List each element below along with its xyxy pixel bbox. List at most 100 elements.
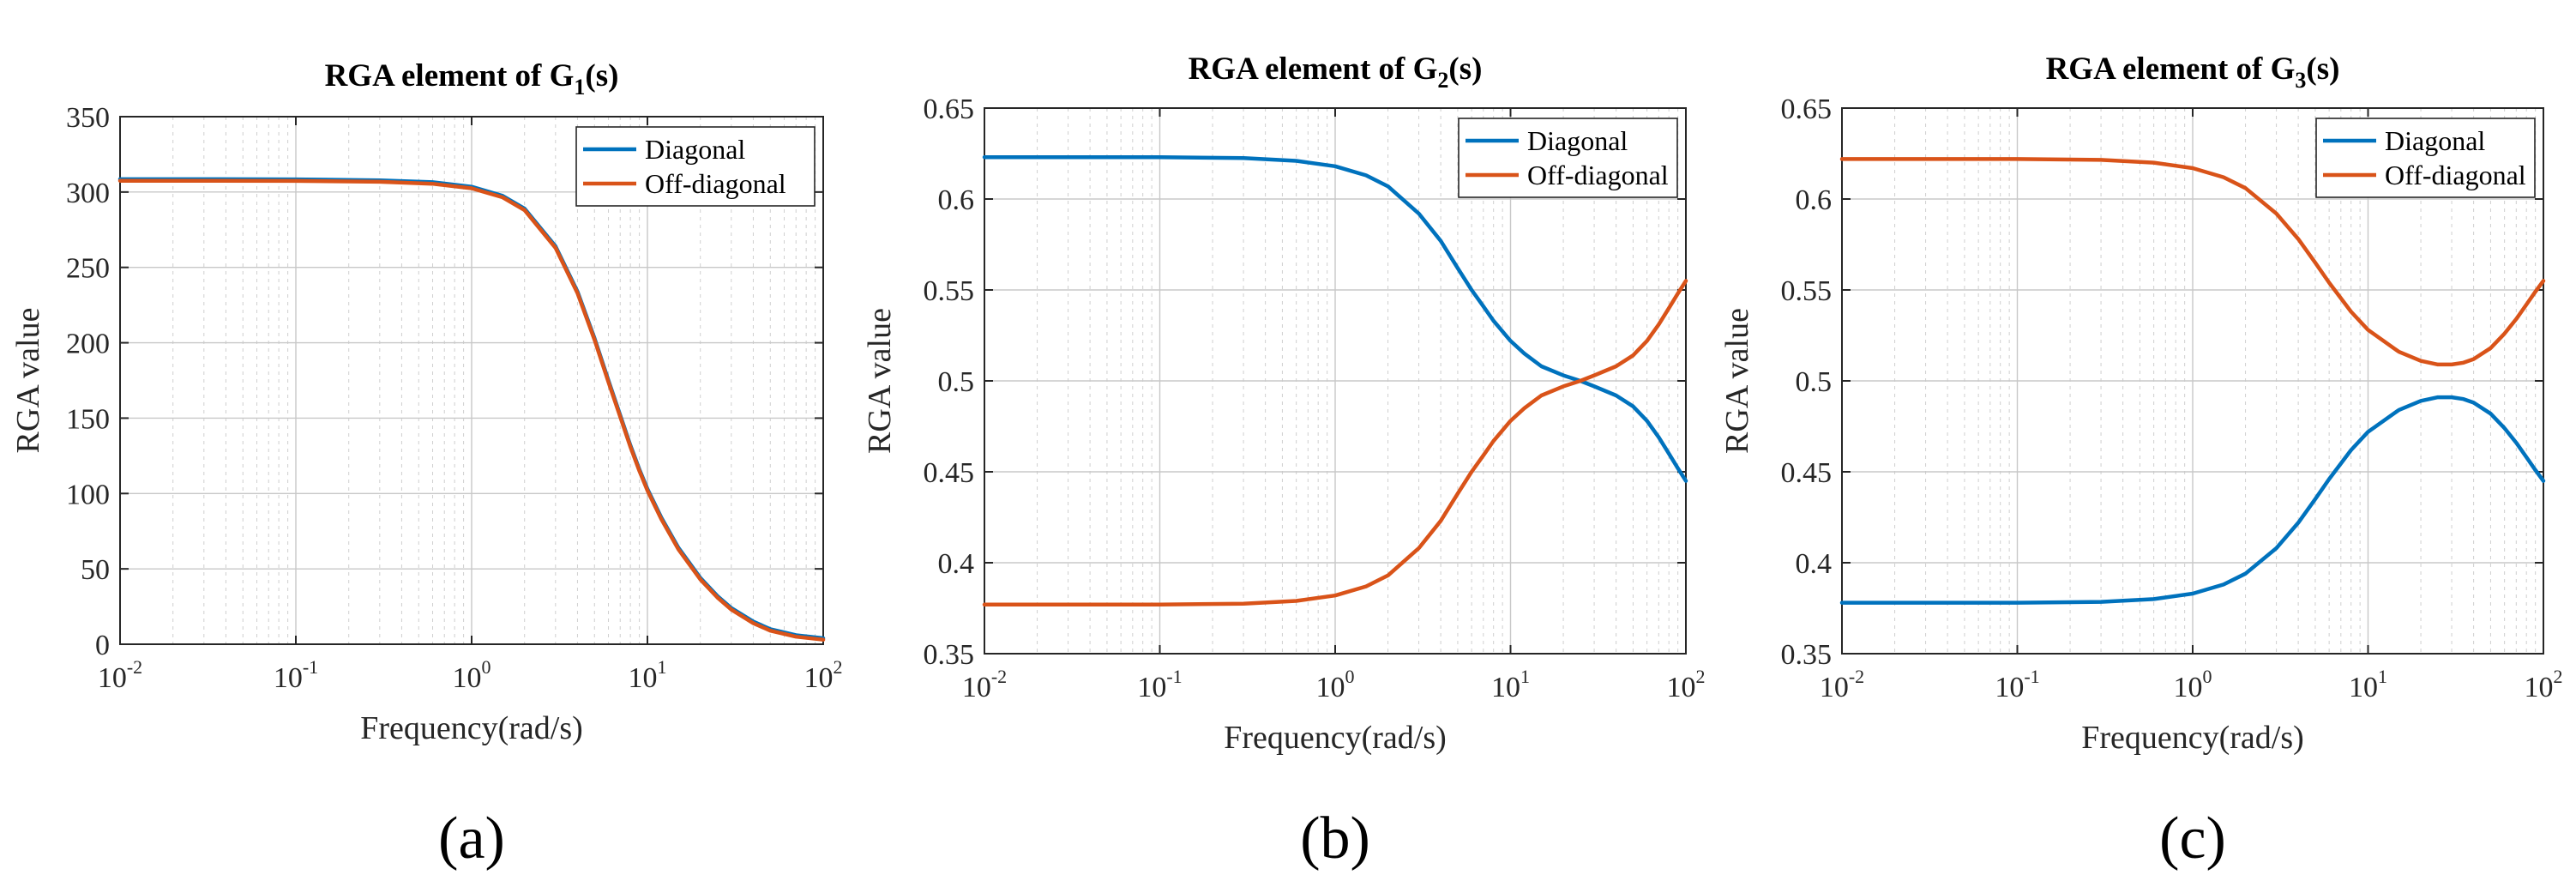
chart-title-tail: (s) — [585, 58, 618, 94]
chart-title-main: RGA element of G — [2046, 51, 2296, 87]
y-tick-label: 0.4 — [938, 548, 975, 580]
x-tick-base: 10 — [2349, 672, 2378, 703]
x-tick-exponent: 0 — [482, 656, 491, 678]
panel-label: (b) — [1300, 806, 1370, 872]
chart-panel-1: 10-2 10-1 100 101 102050100150200250300350RG… — [10, 58, 843, 872]
x-tick-exponent: 2 — [834, 656, 843, 678]
x-tick-label: 101 — [2349, 666, 2387, 703]
x-tick-label: 101 — [1491, 666, 1530, 703]
series-line-off-diagonal — [117, 178, 826, 642]
y-tick-label: 0.65 — [1781, 94, 1833, 125]
y-tick-label: 0.4 — [1796, 548, 1833, 580]
y-tick-label: 0.55 — [924, 275, 975, 307]
x-tick-base: 10 — [274, 662, 303, 694]
chart-title-tail: (s) — [1448, 51, 1482, 87]
y-tick-label: 100 — [66, 479, 110, 510]
x-tick-exponent: -2 — [127, 656, 142, 678]
x-tick-base: 10 — [1667, 672, 1696, 703]
x-tick-exponent: 1 — [658, 656, 667, 678]
x-tick-label: 10-1 — [1137, 666, 1182, 703]
chart-title-subscript: 2 — [1437, 68, 1448, 93]
y-tick-label: 0.6 — [938, 184, 975, 216]
y-tick-label: 0 — [95, 630, 110, 661]
y-tick-label: 350 — [66, 102, 110, 134]
y-axis-label: RGA value — [10, 308, 46, 454]
x-tick-base: 10 — [1820, 672, 1849, 703]
chart-title-subscript: 3 — [2295, 68, 2306, 93]
y-tick-label: 0.5 — [938, 366, 975, 398]
x-tick-label: 100 — [1316, 666, 1355, 703]
chart-title-subscript: 1 — [574, 75, 585, 100]
y-tick-label: 300 — [66, 178, 110, 209]
y-tick-label: 150 — [66, 403, 110, 435]
x-tick-label: 100 — [453, 656, 491, 694]
series-line-off-diagonal — [982, 279, 1688, 607]
x-tick-base: 10 — [2174, 672, 2203, 703]
x-axis-label: Frequency(rad/s) — [360, 710, 583, 746]
x-tick-label: 10-1 — [1995, 666, 2039, 703]
legend: Diagonal Off-diagonal — [2315, 118, 2536, 198]
x-tick-label: 102 — [2525, 666, 2563, 703]
y-axis-label: RGA value — [862, 308, 898, 454]
panel-label: (a) — [438, 806, 505, 872]
series-line-off-diagonal — [1839, 157, 2546, 367]
y-tick-label: 0.45 — [1781, 457, 1833, 489]
series-line-diagonal — [982, 154, 1688, 483]
x-tick-label: 10-2 — [962, 666, 1007, 703]
x-tick-exponent: 2 — [1696, 666, 1706, 687]
legend-entry: Diagonal — [2385, 125, 2485, 156]
x-tick-label: 102 — [1667, 666, 1706, 703]
legend-box — [2315, 118, 2536, 198]
chart-title-main: RGA element of G — [1189, 51, 1438, 87]
x-axis-label: Frequency(rad/s) — [2081, 720, 2304, 756]
y-tick-label: 0.5 — [1796, 366, 1833, 398]
x-tick-exponent: 1 — [1520, 666, 1530, 687]
chart-title-main: RGA element of G — [325, 58, 575, 94]
y-tick-label: 50 — [81, 554, 110, 586]
x-tick-base: 10 — [1491, 672, 1520, 703]
chart-panel-2: 10-2 10-1 100 101 1020.350.40.450.50.550.60.… — [862, 51, 1706, 872]
x-tick-base: 10 — [629, 662, 658, 694]
x-tick-base: 10 — [962, 672, 991, 703]
x-tick-label: 100 — [2174, 666, 2212, 703]
x-tick-base: 10 — [2525, 672, 2554, 703]
x-tick-exponent: 0 — [2203, 666, 2212, 687]
x-tick-exponent: -2 — [1849, 666, 1864, 687]
chart-panel-3: 10-2 10-1 100 101 1020.350.40.450.50.550.60.… — [1719, 51, 2563, 872]
chart-title: RGA element of G2(s) — [1189, 51, 1483, 93]
x-tick-base: 10 — [98, 662, 127, 694]
y-tick-label: 0.55 — [1781, 275, 1833, 307]
legend-box — [1458, 118, 1678, 198]
legend-entry: Off-diagonal — [1527, 160, 1669, 190]
x-tick-base: 10 — [1137, 672, 1166, 703]
x-tick-exponent: 0 — [1345, 666, 1355, 687]
y-tick-label: 0.45 — [924, 457, 975, 489]
x-tick-base: 10 — [1995, 672, 2024, 703]
x-tick-exponent: -1 — [2024, 666, 2039, 687]
x-tick-label: 10-1 — [274, 656, 318, 694]
x-tick-label: 10-2 — [98, 656, 142, 694]
x-tick-exponent: -1 — [1166, 666, 1182, 687]
y-tick-label: 200 — [66, 329, 110, 360]
x-tick-exponent: 2 — [2554, 666, 2563, 687]
y-tick-label: 0.6 — [1796, 184, 1833, 216]
y-tick-label: 250 — [66, 253, 110, 285]
panel-label: (c) — [2159, 806, 2226, 872]
x-tick-base: 10 — [1316, 672, 1345, 703]
y-axis-label: RGA value — [1719, 308, 1755, 454]
legend-entry: Off-diagonal — [2385, 160, 2526, 190]
chart-title-tail: (s) — [2306, 51, 2339, 87]
legend-box — [575, 126, 816, 207]
x-tick-exponent: -2 — [991, 666, 1007, 687]
x-tick-base: 10 — [804, 662, 834, 694]
x-tick-label: 10-2 — [1820, 666, 1864, 703]
y-tick-label: 0.65 — [924, 94, 975, 125]
x-axis-label: Frequency(rad/s) — [1224, 720, 1447, 756]
chart-title: RGA element of G1(s) — [325, 58, 619, 100]
x-tick-label: 102 — [804, 656, 843, 694]
y-tick-label: 0.35 — [1781, 639, 1833, 671]
series-line-diagonal — [1839, 395, 2546, 605]
